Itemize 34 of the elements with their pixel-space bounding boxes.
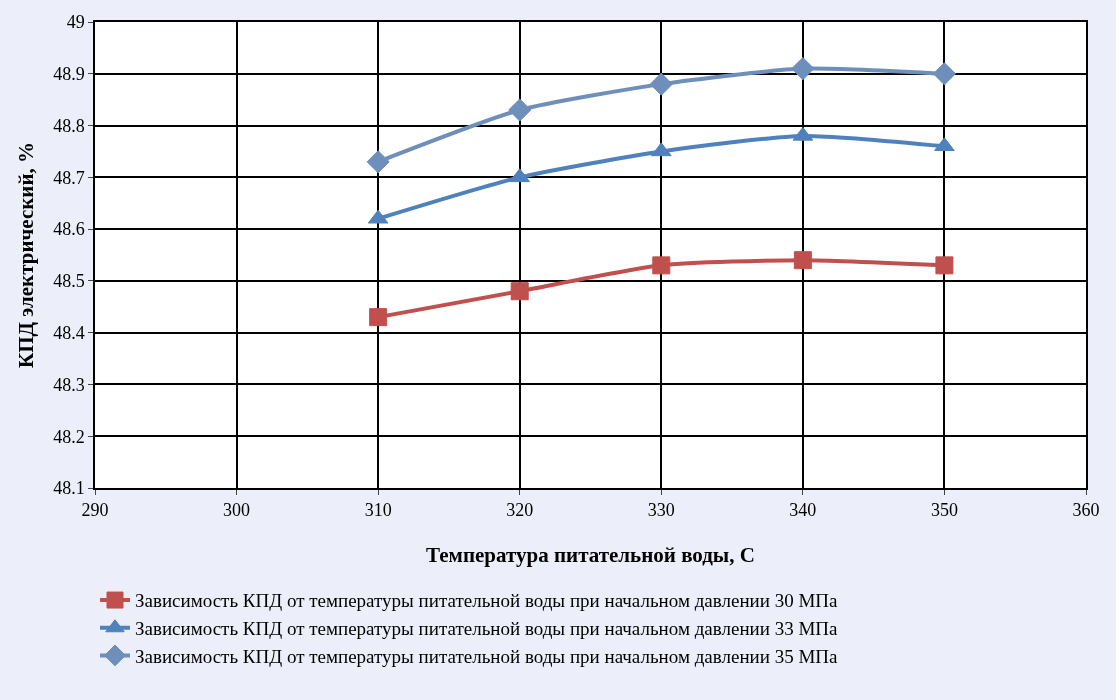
- x-tick-label: 300: [223, 500, 251, 521]
- point: [793, 251, 812, 270]
- y-tick-label: 48.4: [53, 322, 85, 343]
- y-tick-label: 48.8: [53, 115, 85, 136]
- x-tick-label: 340: [789, 500, 817, 521]
- x-tick-label: 320: [506, 500, 534, 521]
- x-tick-label: 290: [81, 500, 109, 521]
- point: [652, 256, 671, 275]
- y-tick-label: 48.3: [53, 374, 85, 395]
- point: [366, 150, 390, 174]
- point: [508, 98, 532, 122]
- point: [932, 62, 956, 86]
- y-tick-label: 49: [66, 12, 85, 33]
- point: [369, 308, 388, 327]
- x-axis-title: Температура питательной воды, С: [426, 543, 755, 568]
- legend-label: Зависимость КПД от температуры питательной воды при начальном давлении 30 МПа: [135, 590, 839, 612]
- x-tick-label: 350: [930, 500, 958, 521]
- legend-label: Зависимость КПД от температуры питательной воды при начальном давлении 35 МПа: [135, 645, 839, 667]
- point: [649, 72, 673, 96]
- x-tick-label: 330: [647, 500, 675, 521]
- point: [934, 137, 955, 152]
- y-axis-title: КПД электрический, %: [13, 141, 38, 369]
- y-tick-label: 48.6: [53, 219, 85, 240]
- legend-label: Зависимость КПД от температуры питательной воды при начальном давлении 33 МПа: [135, 618, 839, 640]
- x-tick-label: 360: [1072, 500, 1100, 521]
- point: [791, 57, 815, 81]
- point: [510, 282, 529, 301]
- y-tick-label: 48.9: [53, 64, 85, 85]
- y-tick-label: 48.2: [53, 426, 85, 447]
- x-tick-label: 310: [364, 500, 392, 521]
- y-tick-label: 48.5: [53, 271, 85, 292]
- point: [935, 256, 954, 275]
- y-tick-label: 48.7: [53, 167, 85, 188]
- y-tick-label: 48.1: [53, 478, 85, 499]
